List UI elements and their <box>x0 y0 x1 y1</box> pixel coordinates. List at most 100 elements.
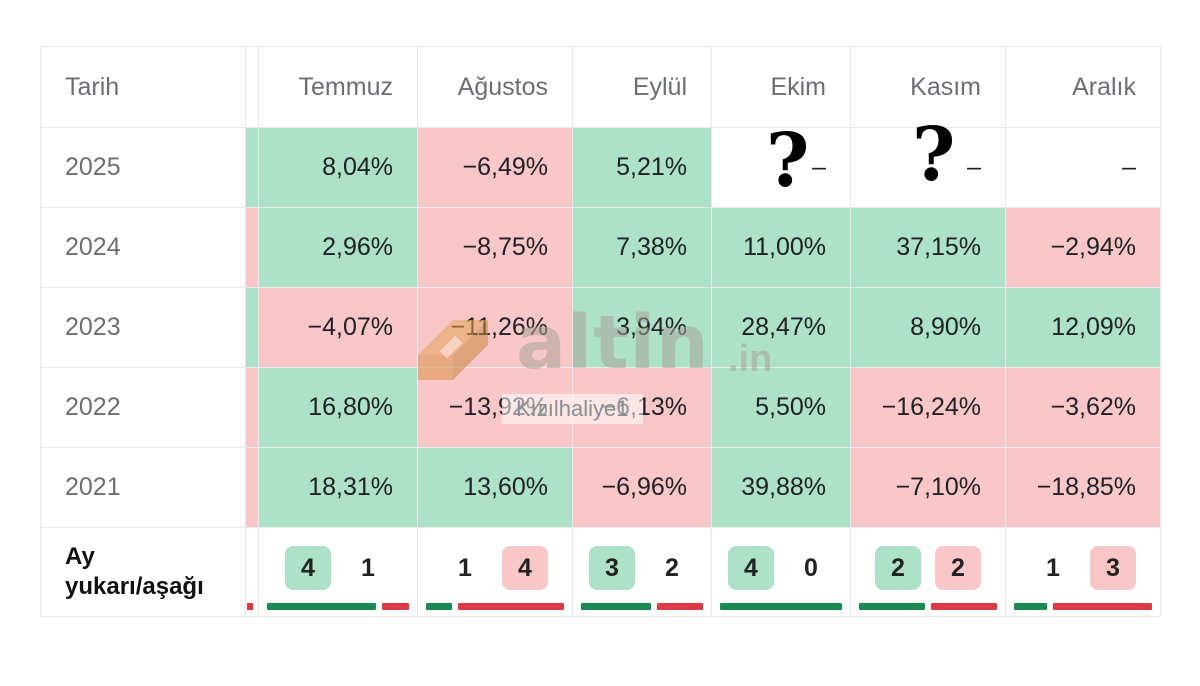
return-cell: 12,09% <box>1005 287 1161 368</box>
return-cell: 8,04% <box>258 127 418 208</box>
up-count-badge: 4 <box>728 546 774 590</box>
up-down-ratio-bar <box>859 603 997 610</box>
return-cell: 13,60% <box>417 447 573 528</box>
summary-strip-bar <box>247 603 253 610</box>
return-cell: 18,31% <box>258 447 418 528</box>
year-cell: 2024 <box>40 207 246 288</box>
header-month[interactable]: Aralık <box>1005 46 1161 128</box>
table-row: 2023 −4,07% −11,26% 3,94% 28,47% 8,90% 12,09% <box>40 287 1161 368</box>
row-strip-indicator <box>245 207 259 288</box>
return-cell: 16,80% <box>258 367 418 448</box>
ratio-bar-up-segment <box>581 603 651 610</box>
return-cell: 39,88% <box>711 447 851 528</box>
return-cell: −11,26% <box>417 287 573 368</box>
up-down-ratio-bar <box>581 603 703 610</box>
return-cell: −6,49% <box>417 127 573 208</box>
up-count-badge: 1 <box>1046 553 1060 582</box>
return-cell: −16,24% <box>850 367 1006 448</box>
row-strip-indicator <box>245 447 259 528</box>
row-strip-indicator <box>245 287 259 368</box>
table-row: 2022 16,80% −13,92% −6,13% 5,50% −16,24% −3,62… <box>40 367 1161 448</box>
header-month[interactable]: Kasım <box>850 46 1006 128</box>
up-down-ratio-bar <box>426 603 564 610</box>
handwritten-question-mark-kasim: ? <box>912 112 956 198</box>
header-row: Tarih Temmuz Ağustos Eylül Ekim Kasım Ar… <box>40 46 1161 128</box>
ratio-bar-down-segment <box>381 603 409 610</box>
row-strip-indicator <box>245 127 259 208</box>
ratio-bar-down-segment <box>1053 603 1152 610</box>
return-cell: 2,96% <box>258 207 418 288</box>
header-strip <box>245 46 259 128</box>
table-row: 2024 2,96% −8,75% 7,38% 11,00% 37,15% −2,94% <box>40 207 1161 288</box>
return-cell: −3,62% <box>1005 367 1161 448</box>
ratio-bar-down-segment <box>656 603 703 610</box>
year-cell: 2023 <box>40 287 246 368</box>
return-cell: – <box>1005 127 1161 208</box>
ratio-bar-up-segment <box>426 603 453 610</box>
ratio-bar-up-segment <box>720 603 842 610</box>
monthly-returns-table-container: Tarih Temmuz Ağustos Eylül Ekim Kasım Ar… <box>40 46 1161 618</box>
ratio-bar-up-segment <box>859 603 925 610</box>
year-cell: 2025 <box>40 127 246 208</box>
return-cell: 11,00% <box>711 207 851 288</box>
summary-strip <box>245 527 259 617</box>
up-count-badge: 4 <box>285 546 331 590</box>
up-down-ratio-bar <box>267 603 409 610</box>
return-cell: −4,07% <box>258 287 418 368</box>
ratio-bar-up-segment <box>1014 603 1047 610</box>
return-cell: −6,96% <box>572 447 712 528</box>
summary-label: Ay yukarı/aşağı <box>40 527 246 617</box>
up-down-ratio-bar <box>720 603 842 610</box>
summary-label-line1: Ay <box>65 543 95 570</box>
header-month[interactable]: Temmuz <box>258 46 418 128</box>
return-cell: 37,15% <box>850 207 1006 288</box>
down-count-badge: 3 <box>1090 546 1136 590</box>
down-count-badge: 1 <box>361 553 375 582</box>
up-down-ratio-bar <box>1014 603 1152 610</box>
monthly-returns-table: Tarih Temmuz Ağustos Eylül Ekim Kasım Ar… <box>40 46 1161 617</box>
table-row: 2021 18,31% 13,60% −6,96% 39,88% −7,10% −18,85… <box>40 447 1161 528</box>
header-month[interactable]: Ekim <box>711 46 851 128</box>
up-count-badge: 1 <box>458 553 472 582</box>
ratio-bar-up-segment <box>267 603 376 610</box>
return-cell: −2,94% <box>1005 207 1161 288</box>
header-date[interactable]: Tarih <box>40 46 246 128</box>
return-cell: 5,50% <box>711 367 851 448</box>
up-count-badge: 3 <box>589 546 635 590</box>
return-cell: 5,21% <box>572 127 712 208</box>
down-count-badge: 2 <box>665 553 679 582</box>
year-cell: 2022 <box>40 367 246 448</box>
down-count-badge: 4 <box>502 546 548 590</box>
watermark-badge: Kızılhaliye1 <box>502 394 643 424</box>
return-cell: 3,94% <box>572 287 712 368</box>
table-row: 2025 8,04% −6,49% 5,21% – – – <box>40 127 1161 208</box>
summary-label-line2: yukarı/aşağı <box>65 573 204 600</box>
handwritten-question-mark-ekim: ? <box>766 118 810 204</box>
header-month[interactable]: Eylül <box>572 46 712 128</box>
row-strip-indicator <box>245 367 259 448</box>
return-cell: 28,47% <box>711 287 851 368</box>
ratio-bar-down-segment <box>931 603 997 610</box>
return-cell: 8,90% <box>850 287 1006 368</box>
return-cell: 7,38% <box>572 207 712 288</box>
ratio-bar-down-segment <box>458 603 564 610</box>
down-count-badge: 2 <box>935 546 981 590</box>
up-count-badge: 2 <box>875 546 921 590</box>
return-cell: −18,85% <box>1005 447 1161 528</box>
return-cell: −8,75% <box>417 207 573 288</box>
year-cell: 2021 <box>40 447 246 528</box>
header-month[interactable]: Ağustos <box>417 46 573 128</box>
down-count-badge: 0 <box>804 553 818 582</box>
